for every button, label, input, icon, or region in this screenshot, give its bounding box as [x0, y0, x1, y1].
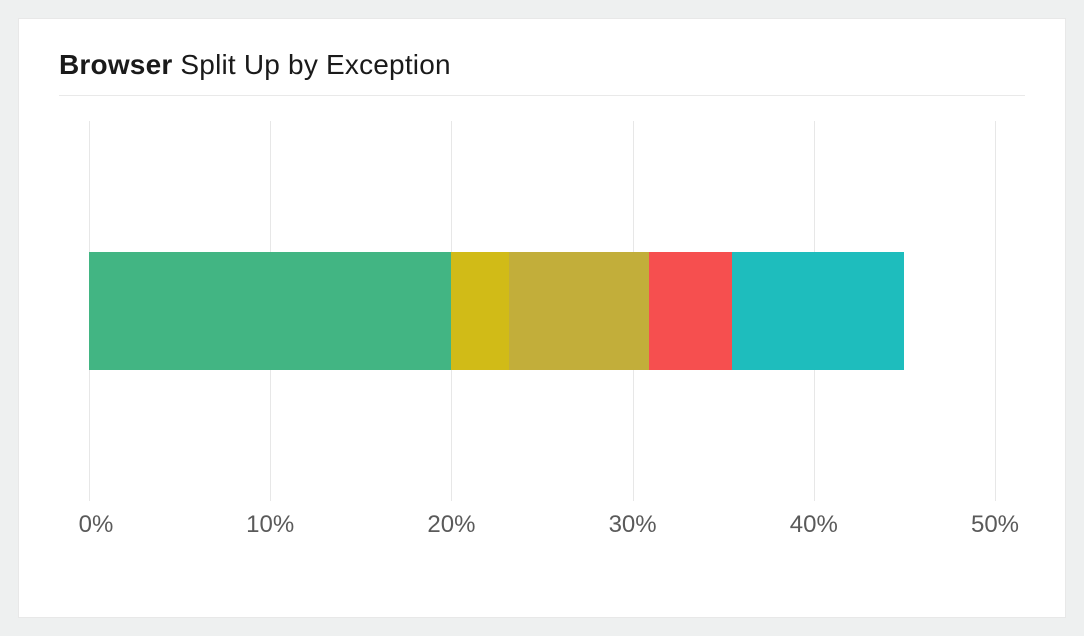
x-tick-label: 20% — [427, 511, 475, 539]
bar-segment — [89, 252, 451, 370]
bar-segment — [509, 252, 649, 370]
x-tick-label: 10% — [246, 511, 294, 539]
bar-segment — [451, 252, 509, 370]
chart-title-rest: Split Up by Exception — [172, 49, 450, 80]
x-tick-label: 50% — [971, 511, 1019, 539]
stacked-bar — [89, 252, 904, 370]
chart-card: Browser Split Up by Exception 0% 10% 20% 30… — [18, 18, 1066, 618]
x-tick-label: 30% — [609, 511, 657, 539]
x-axis-labels: 0%10%20%30%40%50% — [89, 511, 995, 541]
chart-title-bold: Browser — [59, 49, 172, 80]
chart-area: 0% 10% 20% 30% 40% 50% — [59, 121, 1025, 561]
plot-area — [89, 121, 995, 501]
x-tick-label: 0% — [79, 511, 114, 539]
bar-segment — [649, 252, 732, 370]
x-tick-label: 40% — [790, 511, 838, 539]
chart-title: Browser Split Up by Exception — [59, 49, 1025, 96]
gridline — [995, 121, 996, 501]
bar-segment — [732, 252, 904, 370]
